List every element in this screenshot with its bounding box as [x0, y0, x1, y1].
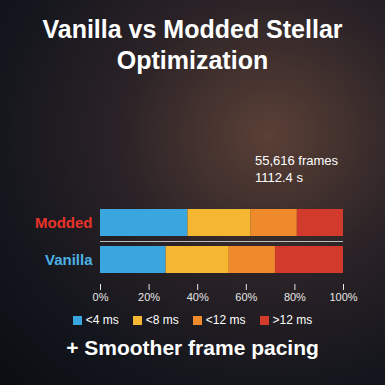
svg-text:0%: 0%	[93, 291, 109, 303]
html-text:+ Smoother frame pacing: + Smoother frame pacing	[66, 336, 319, 359]
svg-text:80%: 80%	[284, 291, 306, 303]
html-text:<8 ms: <8 ms	[145, 313, 179, 327]
html-text:<4 ms: <4 ms	[85, 313, 119, 327]
html-text:>12 ms: >12 ms	[272, 313, 313, 327]
svg-text:Modded: Modded	[35, 214, 93, 231]
html-text:Vanilla vs Modded Stellar Opti: Vanilla vs Modded Stellar Optimization	[42, 15, 343, 74]
svg-text:Vanilla: Vanilla	[45, 251, 93, 268]
html-text:1112.4 s: 1112.4 s	[255, 170, 303, 185]
svg-text:40%: 40%	[187, 291, 209, 303]
svg-text:60%: 60%	[235, 291, 257, 303]
html-text:55,616 frames: 55,616 frames	[255, 153, 339, 168]
svg-text:100%: 100%	[329, 291, 357, 303]
svg-text:20%: 20%	[138, 291, 160, 303]
html-text:<12 ms: <12 ms	[205, 313, 246, 327]
